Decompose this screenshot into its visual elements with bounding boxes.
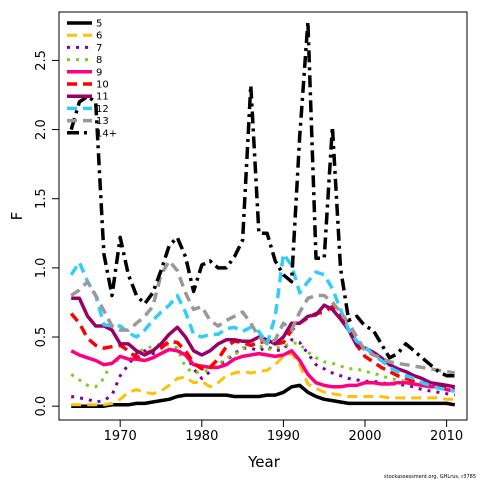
y-tick-label: 1.0: [34, 258, 49, 279]
x-tick-label: 1980: [185, 429, 218, 444]
series-layer: [69, 19, 456, 408]
x-tick-label: 2000: [348, 429, 381, 444]
legend-label: 11: [96, 92, 109, 103]
legend-label: 8: [96, 55, 102, 66]
legend-label: 14+: [96, 128, 117, 139]
y-tick-label: 0.0: [34, 396, 49, 417]
y-tick-label: 2.5: [34, 50, 49, 71]
series-line-8: [70, 341, 456, 393]
legend-label: 9: [96, 67, 102, 78]
series-line-9: [70, 347, 456, 393]
x-axis-label: Year: [247, 453, 281, 471]
series-line-14plus: [69, 19, 455, 378]
y-tick-label: 2.0: [34, 119, 49, 140]
legend-label: 5: [96, 19, 102, 30]
x-tick-label: 1970: [104, 429, 137, 444]
legend-label: 13: [96, 116, 109, 127]
legend-label: 12: [96, 104, 109, 115]
series-line-6: [71, 352, 455, 407]
y-axis-label: F: [8, 212, 26, 221]
legend-label: 10: [96, 80, 109, 91]
y-tick-label: 1.5: [34, 188, 49, 209]
footer-credit: stockassessment.org, GHLrus, r3785: [384, 474, 476, 480]
legend-label: 6: [96, 31, 102, 42]
series-line-7: [70, 338, 456, 404]
legend-label: 7: [96, 43, 102, 54]
x-tick-label: 2010: [430, 429, 463, 444]
series-line-12: [69, 252, 456, 393]
x-tick-label: 1990: [267, 429, 300, 444]
y-tick-label: 0.5: [34, 327, 49, 348]
y-axis: 0.0 0.5 1.0 1.5 2.0 2.5: [34, 50, 60, 417]
series-line-5: [71, 383, 456, 408]
x-axis: 1970 1980 1990 2000 2010: [104, 419, 463, 444]
series-line-13: [70, 259, 456, 375]
